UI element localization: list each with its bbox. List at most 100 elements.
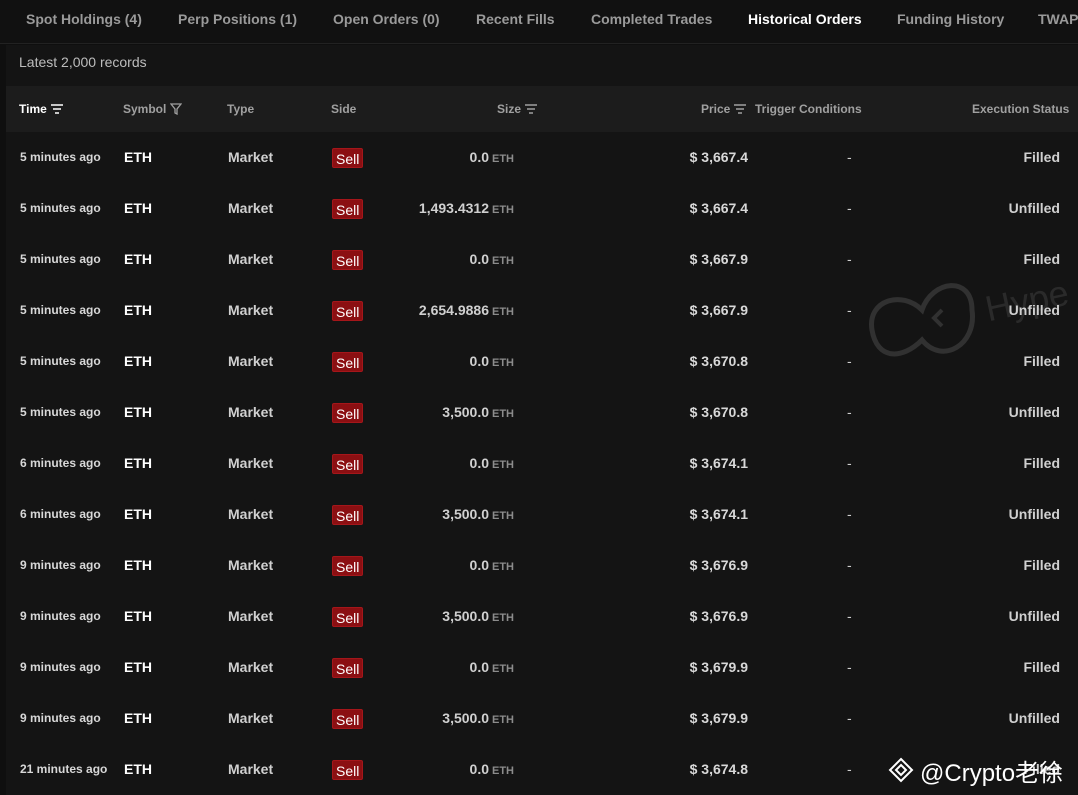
cell-symbol[interactable]: ETH: [124, 200, 152, 216]
side-badge: Sell: [332, 301, 364, 322]
size-unit: ETH: [492, 612, 514, 624]
cell-status: Filled: [1023, 659, 1060, 675]
tab-open-orders[interactable]: Open Orders (0): [333, 11, 440, 27]
cell-symbol[interactable]: ETH: [124, 659, 152, 675]
table-row[interactable]: 5 minutes ago ETH Market Sell 0.0 ETH $ 3…: [0, 234, 1078, 285]
cell-status: Filled: [1023, 149, 1060, 165]
column-header-time[interactable]: Time: [19, 101, 63, 117]
cell-size: 3,500.0: [442, 710, 489, 726]
cell-symbol[interactable]: ETH: [124, 251, 152, 267]
cell-status: Unfilled: [1008, 506, 1060, 522]
cell-type: Market: [228, 455, 274, 471]
cell-time: 5 minutes ago: [20, 303, 101, 317]
table-row[interactable]: 5 minutes ago ETH Market Sell 2,654.9886…: [0, 285, 1078, 336]
table-row[interactable]: 6 minutes ago ETH Market Sell 3,500.0 ETH…: [0, 489, 1078, 540]
column-header-price[interactable]: Price: [701, 101, 747, 117]
table-row[interactable]: 5 minutes ago ETH Market Sell 0.0 ETH $ 3…: [0, 132, 1078, 183]
side-badge: Sell: [332, 250, 364, 271]
cell-status: Unfilled: [1008, 200, 1060, 216]
cell-status: Filled: [1023, 251, 1060, 267]
cell-symbol[interactable]: ETH: [124, 149, 152, 165]
cell-type: Market: [228, 659, 274, 675]
tab-twap[interactable]: TWAP: [1038, 11, 1078, 27]
cell-symbol[interactable]: ETH: [124, 506, 152, 522]
cell-size: 3,500.0: [442, 608, 489, 624]
cell-type: Market: [228, 200, 274, 216]
size-unit: ETH: [492, 204, 514, 216]
cell-size: 0.0: [469, 251, 489, 267]
cell-symbol[interactable]: ETH: [124, 761, 152, 777]
cell-size: 0.0: [469, 455, 489, 471]
cell-symbol[interactable]: ETH: [124, 404, 152, 420]
table-row[interactable]: 9 minutes ago ETH Market Sell 3,500.0 ETH…: [0, 591, 1078, 642]
cell-symbol[interactable]: ETH: [124, 353, 152, 369]
cell-symbol[interactable]: ETH: [124, 608, 152, 624]
cell-price: $ 3,679.9: [689, 710, 748, 726]
cell-trigger: -: [847, 353, 852, 369]
cell-status: Unfilled: [1008, 608, 1060, 624]
cell-price: $ 3,667.9: [689, 302, 748, 318]
filter-icon[interactable]: [170, 103, 183, 115]
column-label-time: Time: [19, 102, 47, 116]
table-row[interactable]: 5 minutes ago ETH Market Sell 0.0 ETH $ 3…: [0, 336, 1078, 387]
cell-trigger: -: [847, 761, 852, 777]
cell-status: Filled: [1023, 557, 1060, 573]
side-badge: Sell: [332, 709, 364, 730]
side-badge: Sell: [332, 352, 364, 373]
sort-icon[interactable]: [525, 104, 538, 114]
table-row[interactable]: 9 minutes ago ETH Market Sell 3,500.0 ETH…: [0, 693, 1078, 744]
table-row[interactable]: 21 minutes ago ETH Market Sell 0.0 ETH $ …: [0, 744, 1078, 795]
column-header-size[interactable]: Size: [497, 101, 538, 117]
cell-status: Filled: [1023, 455, 1060, 471]
cell-trigger: -: [847, 557, 852, 573]
cell-trigger: -: [847, 710, 852, 726]
tab-completed-trades[interactable]: Completed Trades: [591, 11, 713, 27]
sort-icon[interactable]: [50, 104, 63, 114]
cell-status: Unfilled: [1008, 404, 1060, 420]
cell-trigger: -: [847, 506, 852, 522]
table-row[interactable]: 6 minutes ago ETH Market Sell 0.0 ETH $ 3…: [0, 438, 1078, 489]
cell-time: 5 minutes ago: [20, 201, 101, 215]
table-row[interactable]: 9 minutes ago ETH Market Sell 0.0 ETH $ 3…: [0, 642, 1078, 693]
cell-time: 6 minutes ago: [20, 456, 101, 470]
tab-spot-holdings[interactable]: Spot Holdings (4): [26, 11, 142, 27]
table-row[interactable]: 5 minutes ago ETH Market Sell 1,493.4312…: [0, 183, 1078, 234]
column-header-symbol[interactable]: Symbol: [123, 101, 183, 117]
column-label-symbol: Symbol: [123, 102, 167, 116]
cell-size: 0.0: [469, 761, 489, 777]
table-row[interactable]: 5 minutes ago ETH Market Sell 3,500.0 ETH…: [0, 387, 1078, 438]
side-badge: Sell: [332, 760, 364, 781]
tab-funding-history[interactable]: Funding History: [897, 11, 1005, 27]
cell-size: 0.0: [469, 659, 489, 675]
size-unit: ETH: [492, 306, 514, 318]
watermark-logo-icon: [869, 283, 975, 357]
cell-trigger: -: [847, 659, 852, 675]
cell-time: 9 minutes ago: [20, 558, 101, 572]
side-badge: Sell: [332, 607, 364, 628]
sort-icon[interactable]: [734, 104, 747, 114]
cell-symbol[interactable]: ETH: [124, 302, 152, 318]
tab-recent-fills[interactable]: Recent Fills: [476, 11, 555, 27]
cell-type: Market: [228, 506, 274, 522]
cell-time: 9 minutes ago: [20, 609, 101, 623]
cell-price: $ 3,667.9: [689, 251, 748, 267]
cell-time: 5 minutes ago: [20, 405, 101, 419]
size-unit: ETH: [492, 510, 514, 522]
size-unit: ETH: [492, 561, 514, 573]
cell-trigger: -: [847, 149, 852, 165]
cell-type: Market: [228, 149, 274, 165]
cell-type: Market: [228, 710, 274, 726]
cell-symbol[interactable]: ETH: [124, 710, 152, 726]
cell-symbol[interactable]: ETH: [124, 557, 152, 573]
cell-symbol[interactable]: ETH: [124, 455, 152, 471]
table-row[interactable]: 9 minutes ago ETH Market Sell 0.0 ETH $ 3…: [0, 540, 1078, 591]
size-unit: ETH: [492, 714, 514, 726]
column-header-execution-status: Execution Status: [972, 102, 1070, 116]
tab-perp-positions[interactable]: Perp Positions (1): [178, 11, 298, 27]
cell-time: 5 minutes ago: [20, 354, 101, 368]
cell-status: Unfilled: [1008, 710, 1060, 726]
side-badge: Sell: [332, 454, 364, 475]
size-unit: ETH: [492, 255, 514, 267]
tab-historical-orders[interactable]: Historical Orders: [748, 11, 862, 27]
cell-price: $ 3,676.9: [689, 608, 748, 624]
